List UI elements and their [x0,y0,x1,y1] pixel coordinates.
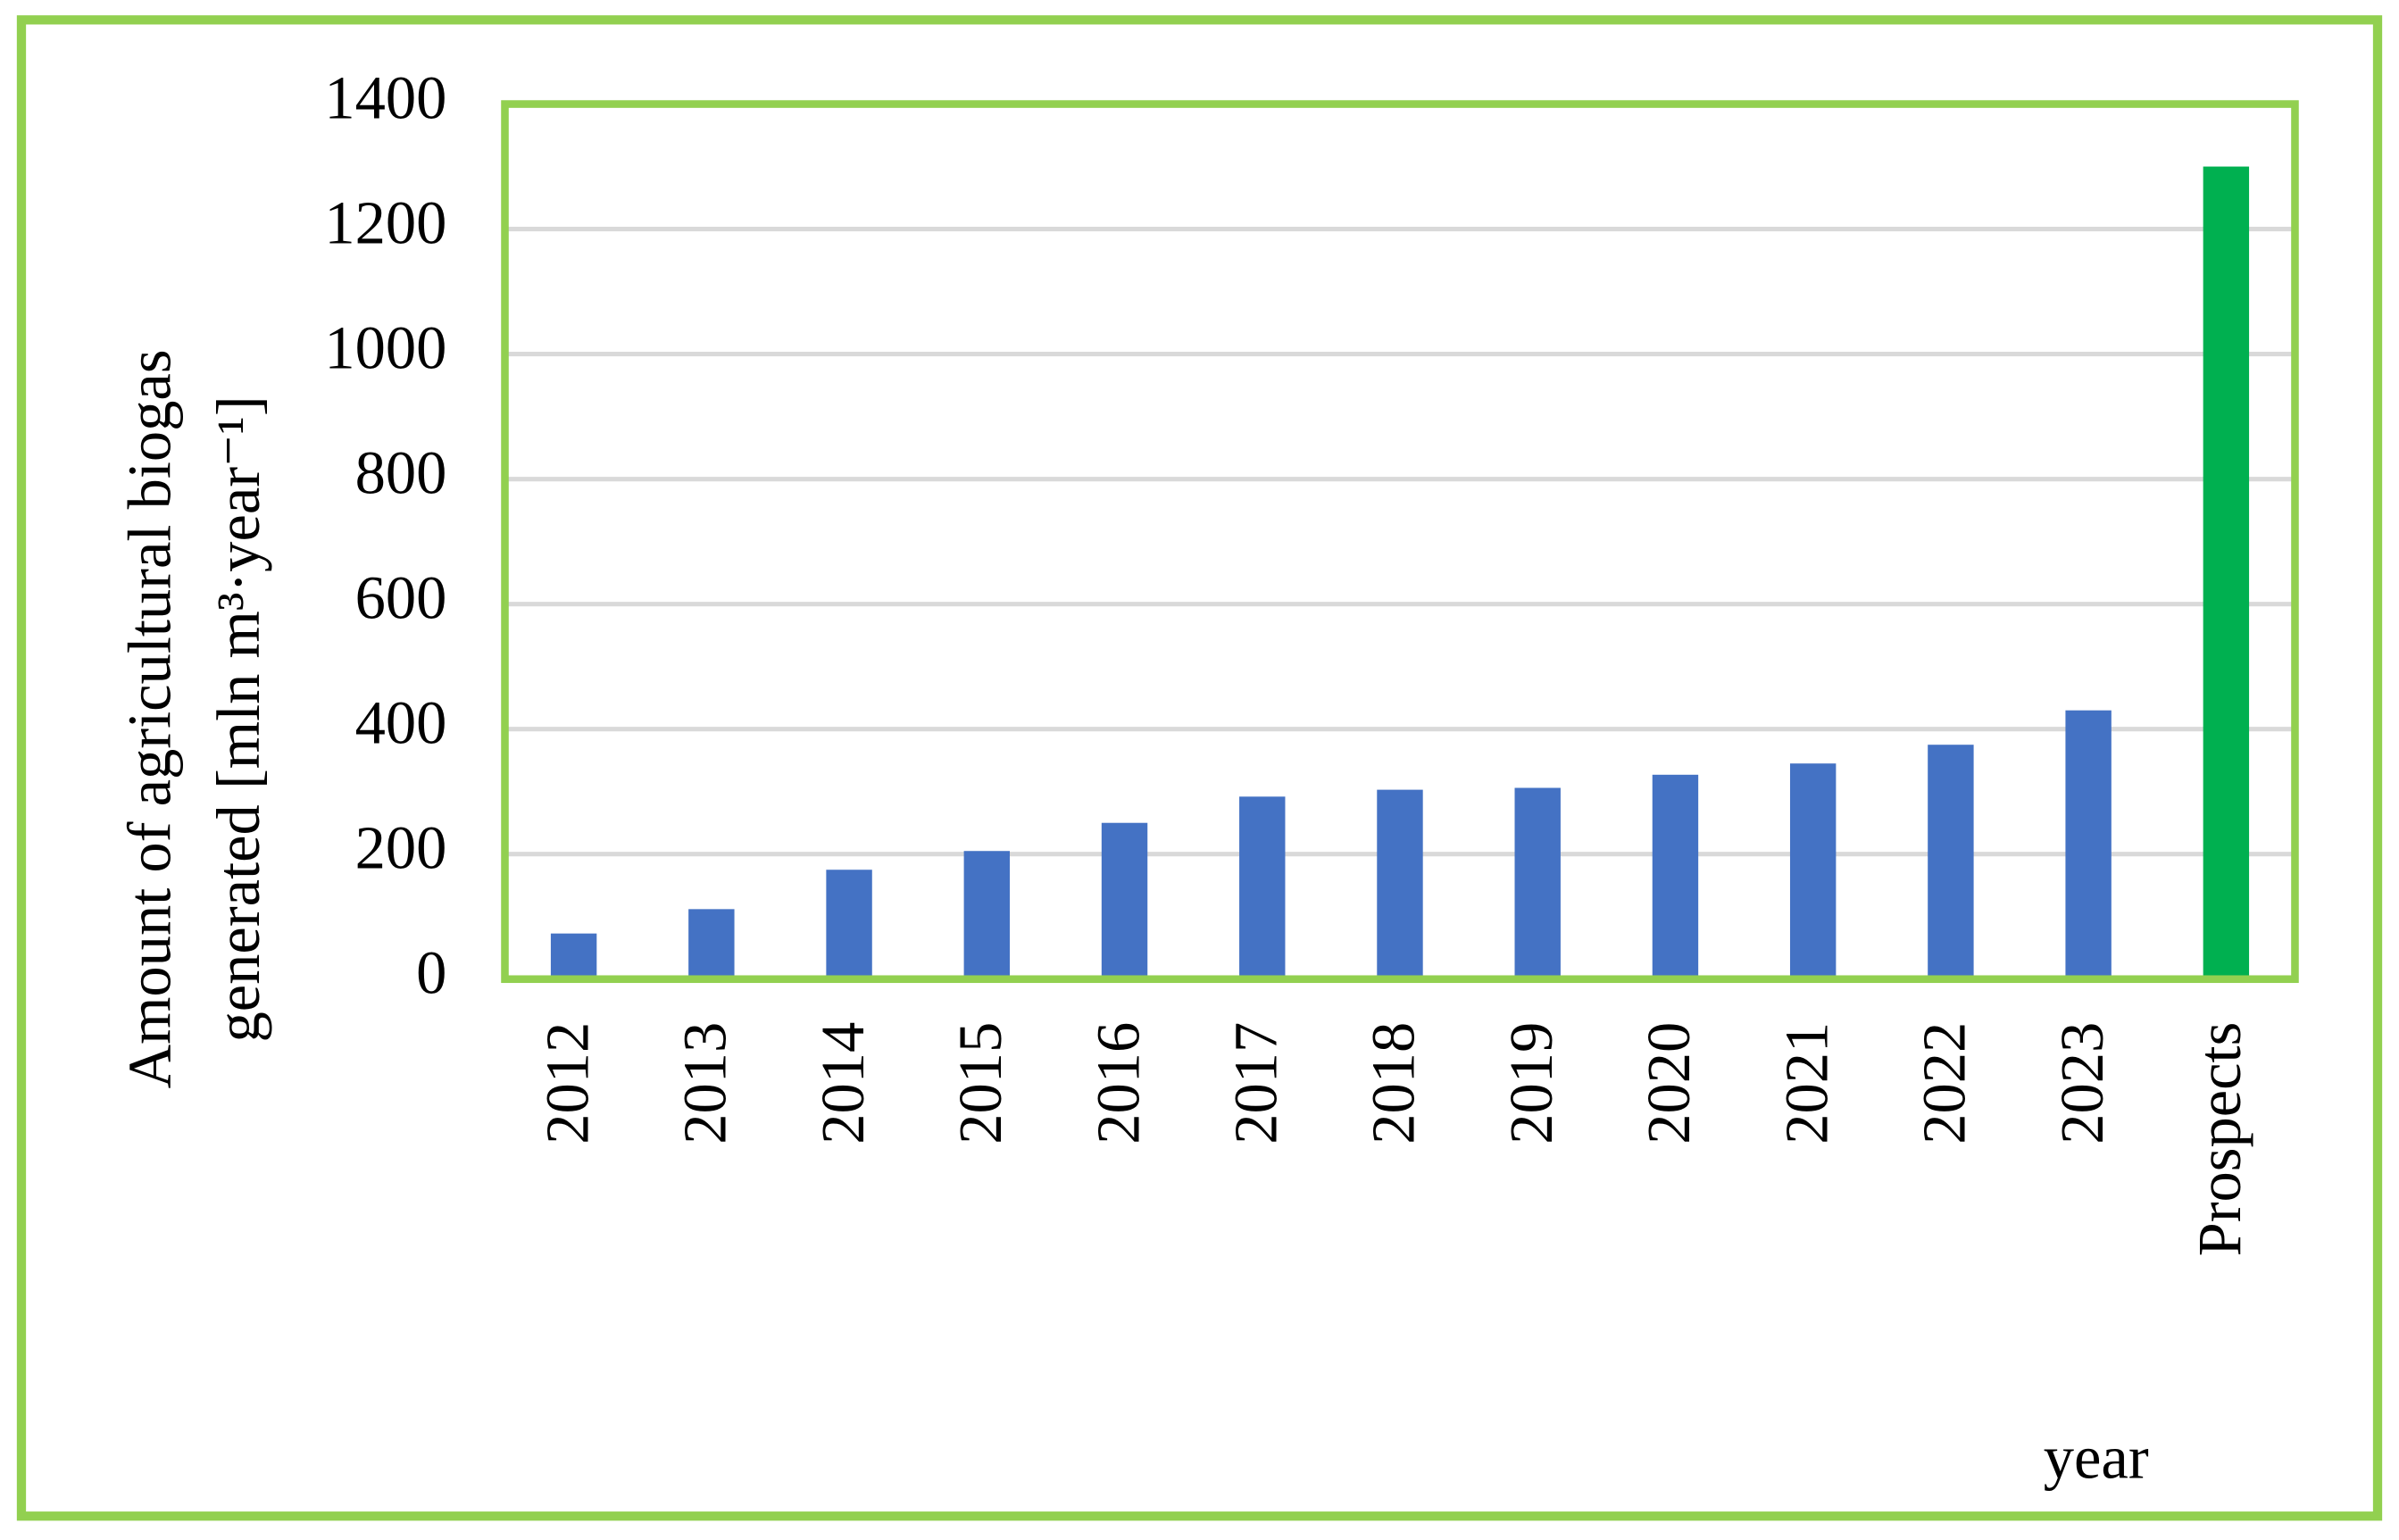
x-tick-label: 2020 [1635,1022,1703,1145]
bar [1514,787,1561,979]
bar [1789,763,1837,979]
y-tick-label: 1200 [324,188,446,256]
y-tick-label: 800 [355,438,447,506]
bar [550,933,597,979]
x-tick-label: 2023 [2048,1022,2116,1145]
y-tick-label: 400 [355,688,447,756]
bar [963,851,1011,979]
x-tick-label: 2016 [1084,1022,1152,1145]
bar [826,870,872,979]
x-tick-label: 2017 [1221,1022,1289,1145]
bar [2203,166,2250,979]
x-tick-label: 2012 [533,1022,601,1145]
y-tick-label: 600 [355,563,447,631]
x-tick-label: 2013 [671,1022,739,1145]
bar [1928,745,1974,979]
plot-border [501,100,2299,984]
bar [1239,796,1286,979]
x-tick-label: 2021 [1772,1022,1840,1145]
x-tick-label: 2014 [809,1022,877,1145]
bar [1377,789,1423,979]
outer-border [16,15,2383,1521]
bar [688,909,735,979]
y-axis-label: generated [mln m³·year⁻¹] [204,395,272,1042]
y-tick-label: 1000 [324,313,446,381]
x-tick-label: Prospects [2186,1022,2253,1257]
x-axis-label: year [2044,1424,2149,1492]
y-tick-label: 1400 [324,63,446,131]
bar [1101,822,1148,979]
x-tick-label: 2022 [1911,1022,1978,1145]
y-tick-label: 0 [416,938,446,1006]
y-tick-label: 200 [355,813,447,881]
bar [2065,710,2112,979]
x-tick-label: 2019 [1497,1022,1565,1145]
y-axis-label: Amount of agricultural biogas [116,349,184,1088]
x-tick-label: 2015 [946,1022,1014,1145]
x-tick-label: 2018 [1360,1022,1428,1145]
bar [1652,774,1699,979]
